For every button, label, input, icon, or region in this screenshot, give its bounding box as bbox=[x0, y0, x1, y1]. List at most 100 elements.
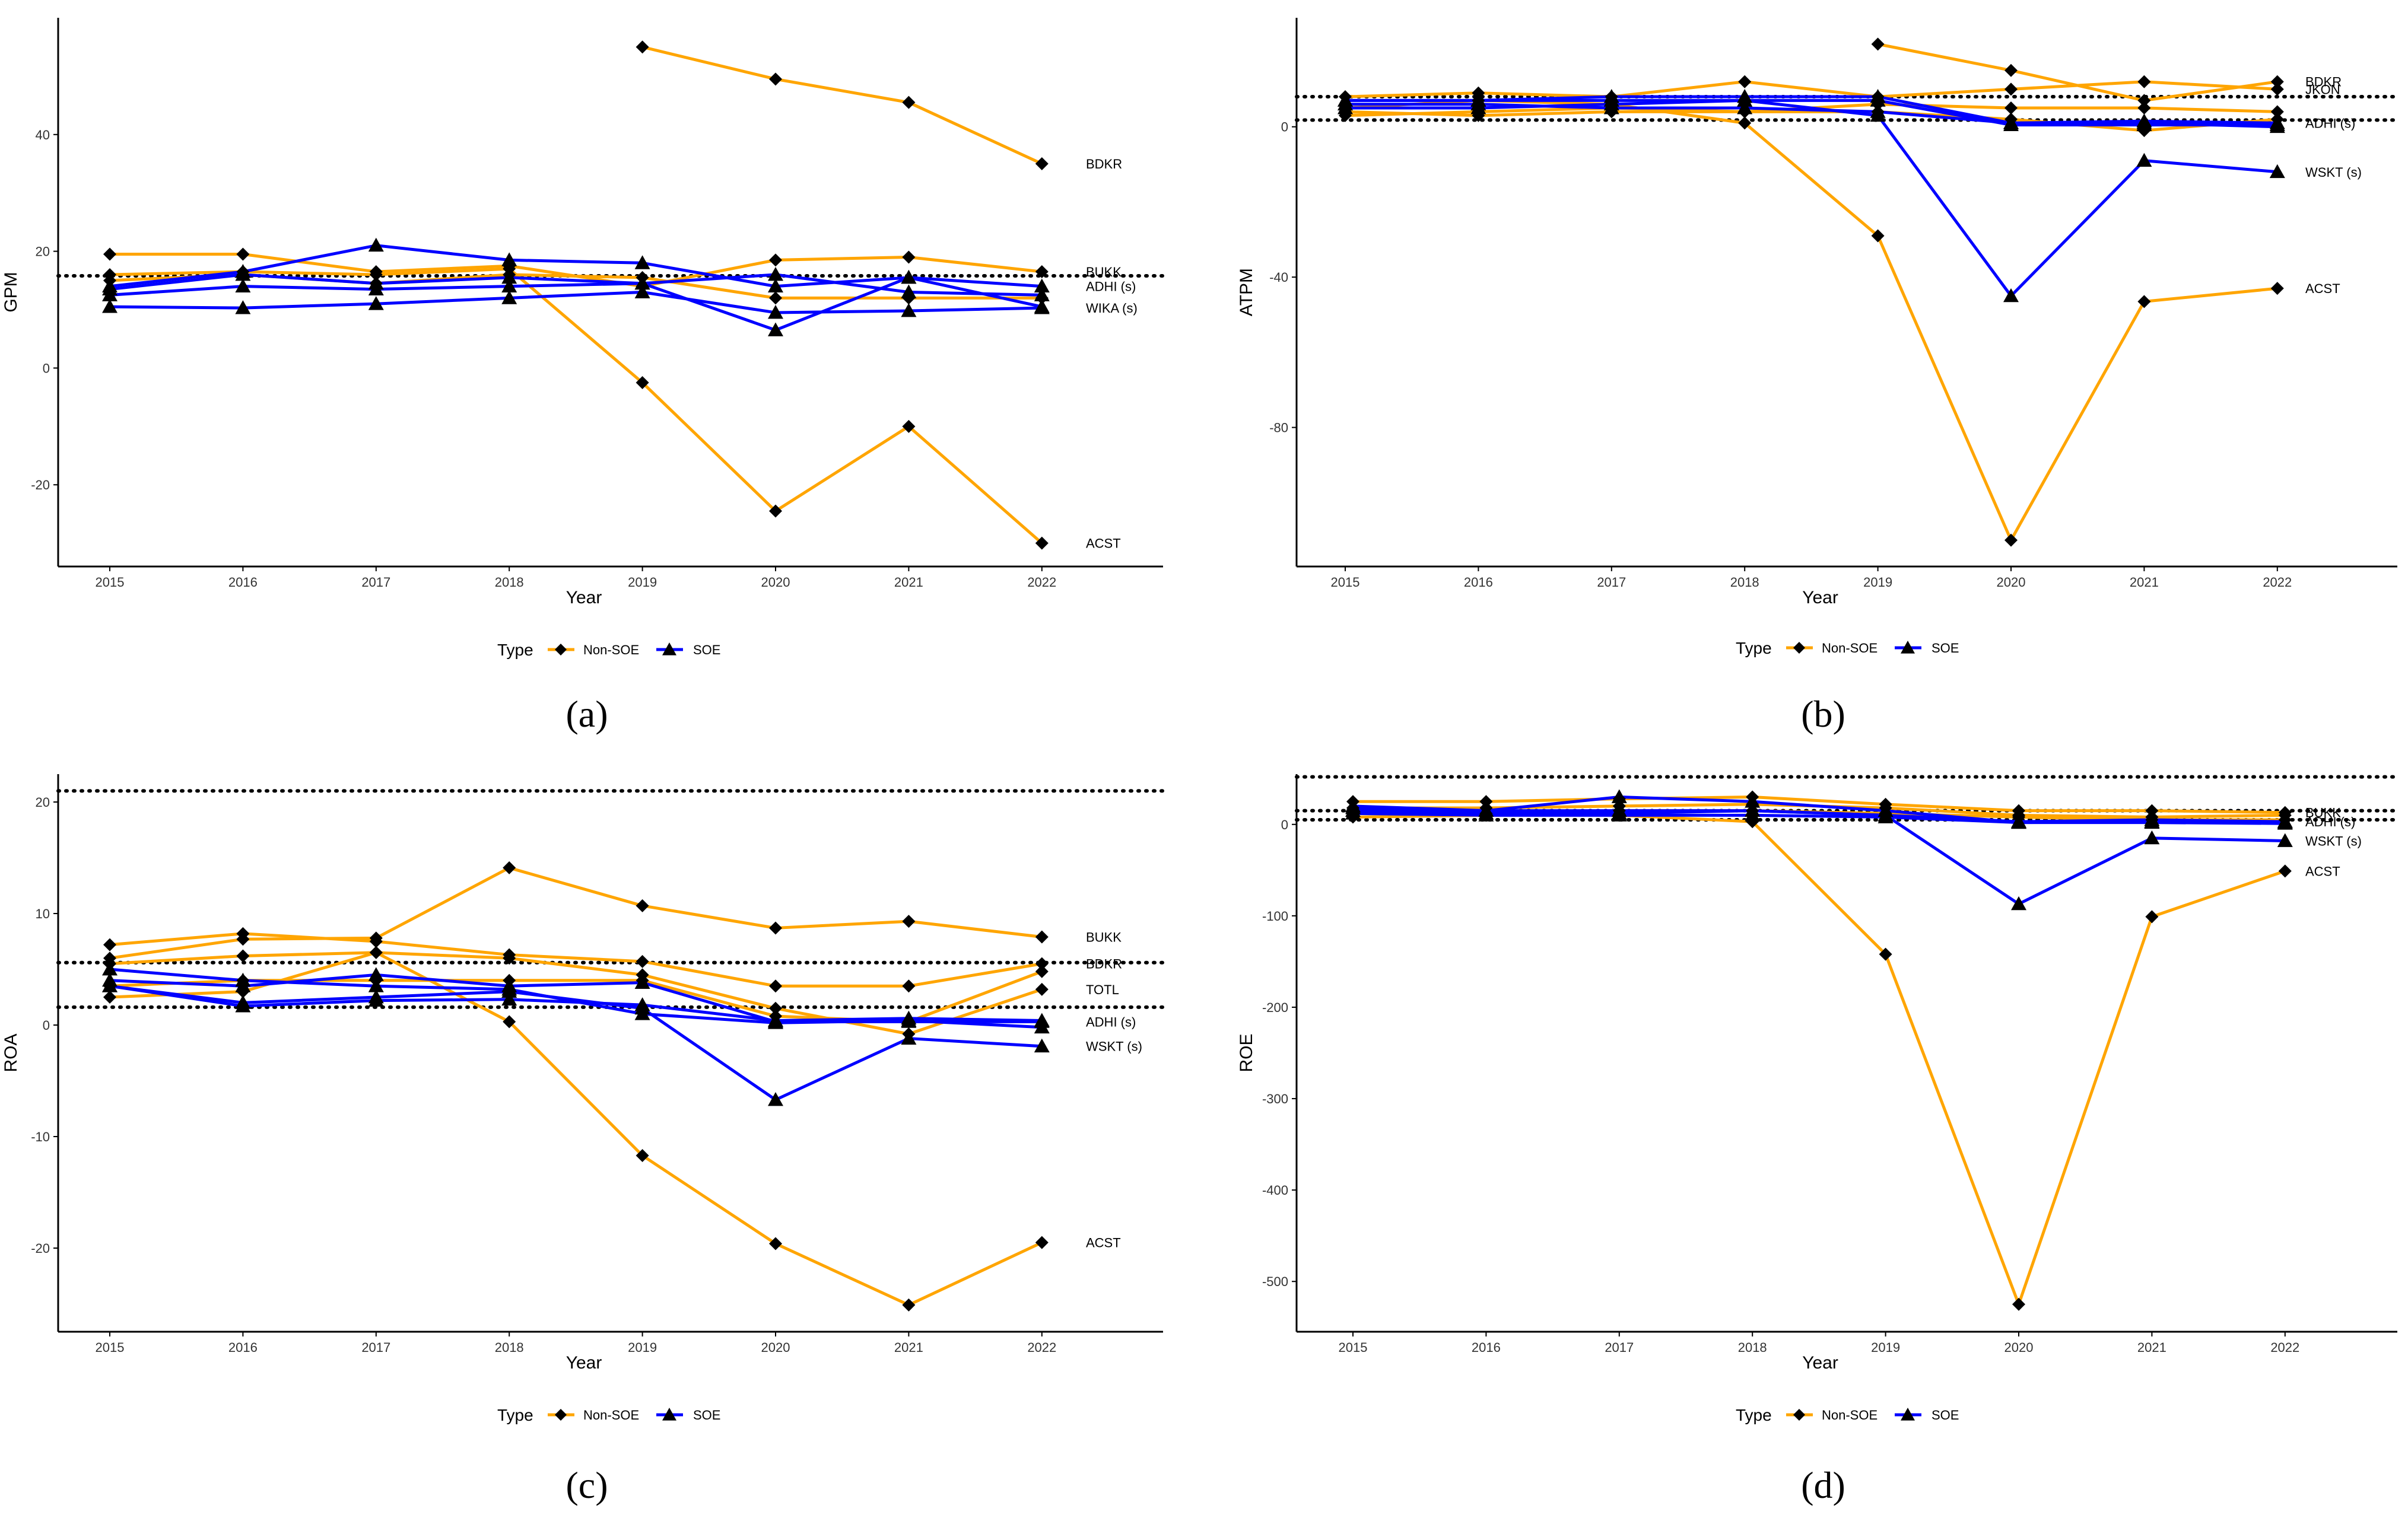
non-soe-point bbox=[1035, 982, 1049, 996]
series-end-label: ACST bbox=[1086, 1236, 1121, 1250]
series-line bbox=[109, 932, 1043, 988]
soe-point bbox=[1034, 278, 1050, 293]
panel-d: 0 -100 -200 -300 -400 -500 2015 2016 2017 2018 201… bbox=[1237, 774, 2399, 1506]
legend-label: SOE bbox=[693, 642, 720, 657]
series-line bbox=[109, 244, 1042, 288]
x-tick-label: 2016 bbox=[228, 1340, 258, 1355]
y-tick-label: -20 bbox=[31, 478, 50, 492]
y-tick-label: -80 bbox=[1269, 421, 1288, 435]
soe-point bbox=[901, 269, 917, 284]
non-soe-point bbox=[769, 72, 782, 86]
soe-point bbox=[768, 322, 783, 336]
x-tick-label: 2016 bbox=[228, 575, 258, 590]
soe-point bbox=[1338, 100, 1353, 114]
non-soe-point bbox=[503, 1015, 516, 1029]
non-soe-point bbox=[636, 899, 649, 912]
y-tick-label: -400 bbox=[1262, 1183, 1288, 1198]
soe-point bbox=[2011, 814, 2026, 829]
y-tick-label: -200 bbox=[1262, 1000, 1288, 1015]
soe-point bbox=[1034, 1038, 1050, 1053]
series-end-label: ACST bbox=[2305, 864, 2340, 879]
non-soe-point bbox=[2137, 94, 2151, 107]
non-soe-point bbox=[369, 935, 383, 948]
non-soe-point bbox=[902, 1298, 916, 1312]
legend-label: SOE bbox=[1932, 1408, 1959, 1422]
non-soe-point bbox=[503, 951, 516, 965]
non-soe-point bbox=[2004, 63, 2018, 77]
soe-point bbox=[634, 255, 650, 269]
y-tick-label: -300 bbox=[1262, 1091, 1288, 1106]
soe-point bbox=[368, 989, 384, 1004]
soe-point bbox=[2136, 117, 2152, 131]
soe-point bbox=[1478, 803, 1494, 817]
soe-point bbox=[1470, 93, 1486, 107]
non-soe-point bbox=[769, 504, 782, 518]
legend-label: SOE bbox=[693, 1408, 720, 1422]
non-soe-point bbox=[1738, 116, 1752, 130]
soe-point bbox=[1745, 803, 1761, 817]
x-tick-label: 2020 bbox=[761, 1340, 790, 1355]
x-tick-label: 2016 bbox=[1464, 575, 1493, 590]
non-soe-point bbox=[769, 979, 782, 993]
soe-point bbox=[2277, 816, 2293, 830]
x-tick-label: 2020 bbox=[761, 575, 790, 590]
legend-label: SOE bbox=[1932, 641, 1959, 655]
soe-point bbox=[368, 237, 384, 252]
soe-point bbox=[1034, 300, 1050, 314]
soe-point bbox=[634, 1000, 650, 1015]
legend-title: Type bbox=[497, 1406, 533, 1424]
soe-point bbox=[1737, 100, 1753, 114]
non-soe-point bbox=[1035, 1236, 1049, 1249]
soe-point bbox=[501, 984, 517, 998]
soe-point bbox=[501, 269, 517, 284]
non-soe-point bbox=[636, 40, 649, 54]
non-soe-point bbox=[1879, 947, 1892, 961]
non-soe-point bbox=[2270, 82, 2284, 96]
non-soe-point bbox=[236, 247, 250, 261]
x-tick-label: 2016 bbox=[1472, 1340, 1501, 1355]
non-soe-point bbox=[769, 253, 782, 267]
soe-point bbox=[1870, 93, 1886, 107]
x-tick-label: 2017 bbox=[1605, 1340, 1634, 1355]
x-tick-label: 2020 bbox=[2004, 1340, 2034, 1355]
non-soe-point bbox=[2137, 295, 2151, 308]
series-line bbox=[1352, 806, 2285, 906]
soe-point bbox=[235, 972, 251, 987]
series-end-label: BUKK bbox=[1086, 265, 1122, 279]
non-soe-point bbox=[769, 1001, 782, 1015]
y-tick-label: 20 bbox=[36, 795, 50, 810]
soe-point bbox=[501, 991, 517, 1006]
non-soe-point bbox=[769, 921, 782, 935]
x-tick-label: 2019 bbox=[1863, 575, 1892, 590]
non-soe-point bbox=[769, 291, 782, 305]
non-soe-point bbox=[1738, 75, 1752, 88]
y-tick-label: 40 bbox=[36, 128, 50, 142]
series-line bbox=[1345, 80, 2277, 98]
x-axis-title: Year bbox=[1802, 588, 1838, 607]
soe-point bbox=[2003, 117, 2019, 131]
x-tick-label: 2019 bbox=[1871, 1340, 1900, 1355]
soe-point bbox=[634, 284, 650, 298]
legend-key-triangle-icon bbox=[662, 642, 676, 655]
non-soe-point bbox=[503, 861, 516, 874]
non-soe-point bbox=[369, 946, 383, 959]
x-axis-title: Year bbox=[566, 1353, 602, 1373]
y-tick-label: -10 bbox=[31, 1129, 50, 1144]
x-tick-label: 2022 bbox=[1027, 1340, 1056, 1355]
legend-label: Non-SOE bbox=[583, 1408, 639, 1422]
y-tick-label: 10 bbox=[36, 906, 50, 921]
x-tick-label: 2022 bbox=[1027, 575, 1056, 590]
non-soe-point bbox=[769, 1237, 782, 1250]
soe-point bbox=[2269, 164, 2285, 179]
soe-point bbox=[102, 978, 117, 992]
x-tick-label: 2021 bbox=[894, 1340, 923, 1355]
series-end-label: TOTL bbox=[1086, 982, 1119, 997]
soe-point bbox=[1611, 803, 1627, 817]
legend-label: Non-SOE bbox=[583, 642, 639, 657]
legend-key-diamond-icon bbox=[555, 1409, 567, 1421]
soe-point bbox=[901, 303, 917, 317]
legend-label: Non-SOE bbox=[1822, 1408, 1878, 1422]
y-tick-label: 0 bbox=[1281, 817, 1288, 832]
panel-caption: (c) bbox=[566, 1464, 608, 1506]
